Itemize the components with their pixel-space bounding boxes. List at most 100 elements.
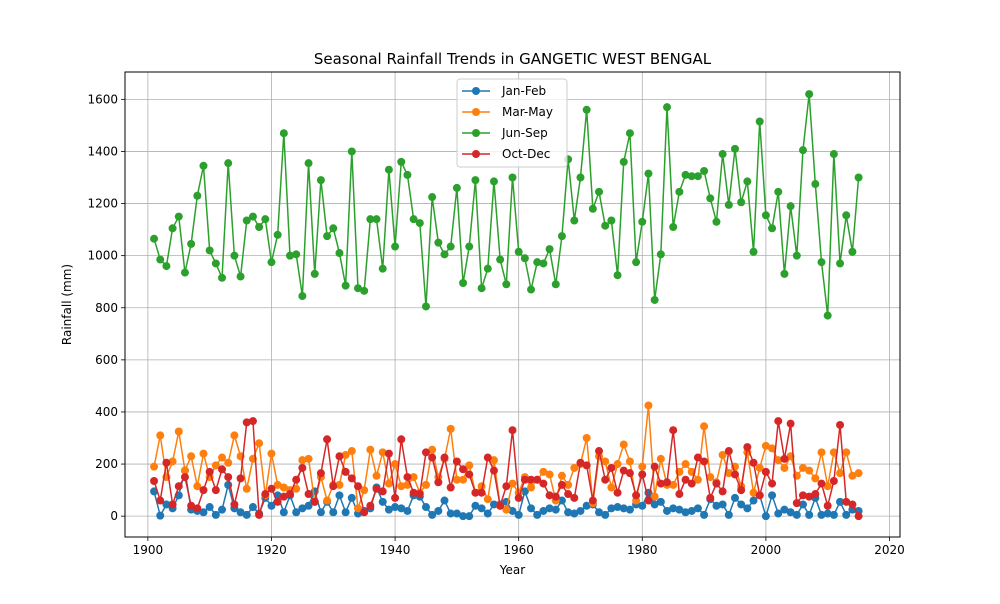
- x-tick-label: 1900: [133, 543, 164, 557]
- data-point-jan-feb: [761, 512, 770, 521]
- data-point-oct-dec: [539, 479, 548, 488]
- legend: Jan-Feb Mar-May Jun-Sep Oct-Dec: [456, 78, 568, 168]
- data-point-oct-dec: [236, 474, 245, 483]
- legend-label: Mar-May: [502, 105, 553, 119]
- data-point-jan-feb: [279, 508, 288, 517]
- data-point-jan-feb: [248, 503, 257, 512]
- data-point-oct-dec: [428, 453, 437, 462]
- data-point-jun-sep: [335, 249, 344, 258]
- data-point-oct-dec: [205, 467, 214, 476]
- data-point-jun-sep: [261, 215, 270, 224]
- data-point-oct-dec: [465, 470, 474, 479]
- data-point-jun-sep: [329, 224, 338, 233]
- data-point-oct-dec: [403, 473, 412, 482]
- data-point-jan-feb: [842, 510, 851, 519]
- data-point-mar-may: [817, 448, 826, 457]
- data-point-jun-sep: [737, 198, 746, 207]
- data-point-jun-sep: [353, 284, 362, 293]
- data-point-oct-dec: [292, 475, 301, 484]
- data-point-mar-may: [644, 401, 653, 410]
- data-point-oct-dec: [391, 493, 400, 502]
- data-point-mar-may: [360, 486, 369, 495]
- data-point-oct-dec: [174, 482, 183, 491]
- data-point-oct-dec: [644, 496, 653, 505]
- data-point-oct-dec: [230, 500, 239, 509]
- data-point-oct-dec: [805, 492, 814, 501]
- data-point-mar-may: [255, 439, 264, 448]
- data-point-jan-feb: [718, 500, 727, 509]
- data-point-jun-sep: [502, 280, 511, 289]
- data-point-jun-sep: [656, 250, 665, 259]
- data-point-jan-feb: [681, 508, 690, 517]
- data-point-jun-sep: [236, 272, 245, 281]
- data-point-oct-dec: [520, 475, 529, 484]
- x-tick-label: 2000: [751, 543, 782, 557]
- data-point-jan-feb: [329, 508, 338, 517]
- data-point-jan-feb: [347, 493, 356, 502]
- data-point-oct-dec: [329, 482, 338, 491]
- data-point-jun-sep: [811, 180, 820, 189]
- data-point-oct-dec: [768, 479, 777, 488]
- data-point-jun-sep: [557, 232, 566, 241]
- data-point-mar-may: [180, 466, 189, 475]
- data-point-jun-sep: [601, 221, 610, 230]
- data-point-jun-sep: [187, 239, 196, 248]
- data-point-jan-feb: [582, 501, 591, 510]
- data-point-jan-feb: [489, 500, 498, 509]
- y-tick-label: 200: [95, 457, 118, 471]
- data-point-oct-dec: [545, 491, 554, 500]
- data-point-oct-dec: [601, 475, 610, 484]
- data-point-oct-dec: [323, 435, 332, 444]
- data-point-mar-may: [224, 458, 233, 467]
- data-point-jun-sep: [514, 247, 523, 256]
- data-point-jan-feb: [737, 500, 746, 509]
- data-point-jun-sep: [199, 161, 208, 170]
- data-point-oct-dec: [211, 486, 220, 495]
- data-point-oct-dec: [780, 454, 789, 463]
- data-point-oct-dec: [712, 479, 721, 488]
- data-point-oct-dec: [798, 491, 807, 500]
- data-point-mar-may: [539, 467, 548, 476]
- data-point-jun-sep: [675, 187, 684, 196]
- data-point-mar-may: [409, 473, 418, 482]
- data-point-jun-sep: [267, 258, 276, 267]
- data-point-jun-sep: [347, 147, 356, 156]
- data-point-jun-sep: [341, 281, 350, 290]
- data-point-jan-feb: [700, 510, 709, 519]
- data-point-oct-dec: [397, 435, 406, 444]
- legend-entry-oct-dec: Oct-Dec: [462, 147, 550, 161]
- data-point-mar-may: [279, 483, 288, 492]
- data-point-oct-dec: [687, 479, 696, 488]
- data-point-jun-sep: [842, 211, 851, 220]
- y-tick-label: 1000: [87, 249, 118, 263]
- legend-box: [456, 78, 568, 168]
- data-point-oct-dec: [452, 457, 461, 466]
- data-point-mar-may: [706, 473, 715, 482]
- data-point-jun-sep: [298, 292, 307, 301]
- data-point-mar-may: [366, 445, 375, 454]
- data-point-mar-may: [242, 484, 251, 493]
- data-point-jun-sep: [193, 191, 202, 200]
- data-point-jun-sep: [755, 117, 764, 126]
- data-point-jun-sep: [724, 200, 733, 209]
- data-point-jun-sep: [613, 271, 622, 280]
- series-jun-sep: [150, 90, 863, 320]
- data-point-jun-sep: [279, 129, 288, 138]
- data-point-jun-sep: [706, 194, 715, 203]
- data-point-oct-dec: [255, 510, 264, 519]
- data-point-oct-dec: [273, 497, 282, 506]
- data-point-jun-sep: [397, 157, 406, 166]
- legend-entry-mar-may: Mar-May: [462, 105, 553, 119]
- data-point-jan-feb: [836, 497, 845, 506]
- data-point-oct-dec: [650, 462, 659, 471]
- data-point-oct-dec: [656, 479, 665, 488]
- data-point-oct-dec: [446, 483, 455, 492]
- data-point-oct-dec: [248, 417, 257, 426]
- data-point-mar-may: [193, 482, 202, 491]
- data-point-jun-sep: [786, 202, 795, 211]
- data-point-mar-may: [582, 434, 591, 443]
- data-point-oct-dec: [434, 478, 443, 487]
- data-point-jun-sep: [452, 183, 461, 192]
- data-point-jun-sep: [681, 170, 690, 179]
- data-point-jun-sep: [415, 219, 424, 228]
